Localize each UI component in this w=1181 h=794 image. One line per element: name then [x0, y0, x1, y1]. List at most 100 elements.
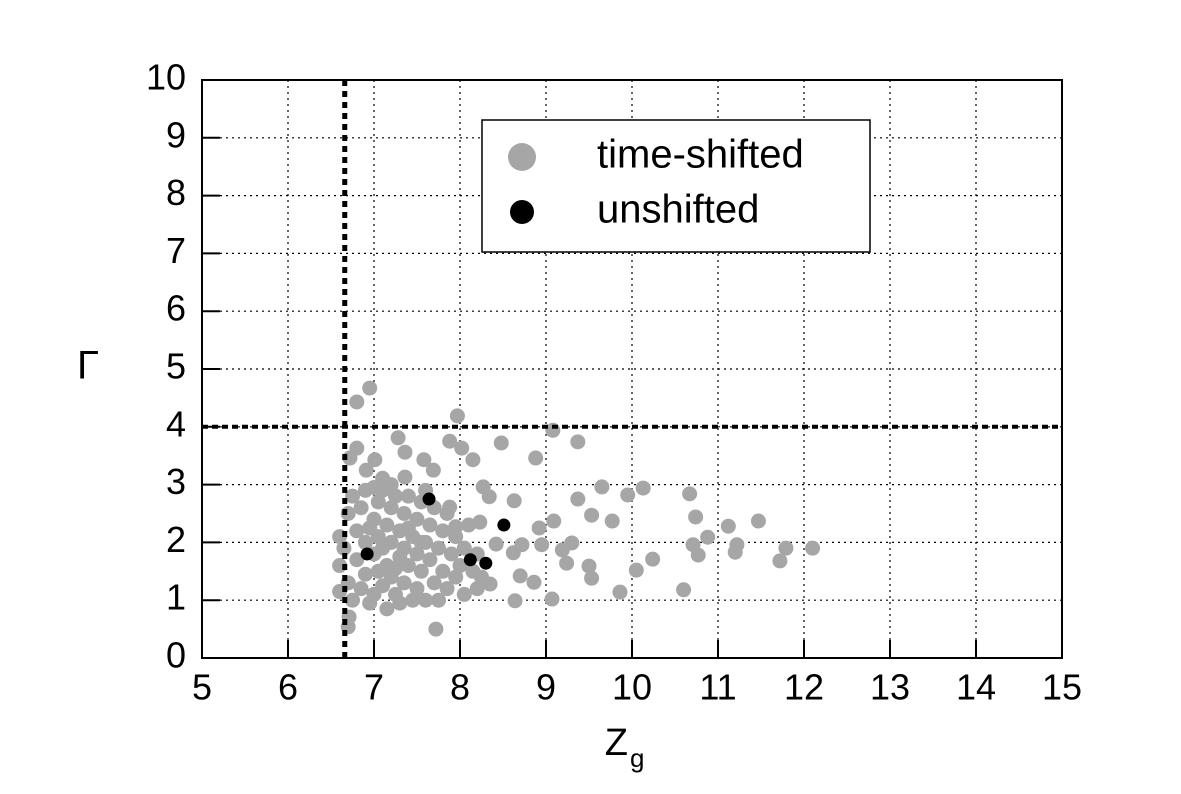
data-point — [349, 394, 365, 410]
x-tick-label: 12 — [784, 667, 824, 708]
data-point — [409, 546, 425, 562]
data-point — [362, 520, 378, 536]
data-point — [431, 540, 446, 556]
y-tick-label: 7 — [166, 230, 186, 271]
data-point — [349, 552, 365, 568]
data-point — [397, 444, 413, 460]
plot-frame — [201, 79, 1063, 659]
data-point — [581, 558, 597, 574]
data-point — [465, 452, 481, 468]
data-point — [353, 500, 369, 516]
data-point — [400, 558, 416, 574]
data-point — [400, 488, 416, 504]
data-point — [750, 513, 766, 529]
data-point — [422, 492, 436, 506]
data-point — [676, 582, 692, 598]
data-point — [720, 518, 736, 534]
data-point — [497, 518, 511, 532]
x-axis-label-subscript: g — [630, 743, 644, 773]
data-point — [645, 551, 661, 567]
legend-label: time-shifted — [597, 133, 804, 177]
data-point — [416, 452, 432, 468]
x-tick-label: 6 — [278, 667, 298, 708]
data-point — [469, 581, 485, 597]
data-point — [526, 574, 542, 590]
x-tick-label: 9 — [536, 667, 556, 708]
x-tick-label: 13 — [870, 667, 910, 708]
data-point — [345, 488, 360, 504]
x-tick-label: 10 — [612, 667, 652, 708]
data-point — [772, 553, 788, 569]
data-point — [426, 575, 442, 591]
data-point — [531, 520, 547, 536]
data-point — [396, 575, 412, 591]
x-tick-label: 14 — [956, 667, 996, 708]
data-point — [463, 553, 477, 567]
data-point — [362, 380, 378, 396]
data-point — [383, 500, 399, 516]
x-tick-label: 8 — [450, 667, 470, 708]
data-point — [388, 488, 403, 504]
data-point — [620, 487, 636, 503]
y-tick-label: 1 — [166, 577, 186, 618]
data-point — [397, 469, 413, 485]
data-point — [778, 540, 794, 556]
x-tick-label: 11 — [699, 667, 736, 708]
data-point — [488, 536, 504, 552]
data-point — [690, 547, 706, 563]
data-point — [449, 408, 465, 424]
data-point — [688, 509, 704, 525]
y-tick-label: 6 — [166, 288, 186, 329]
y-tick-label: 4 — [166, 403, 186, 444]
data-point — [456, 540, 472, 556]
legend-marker — [508, 143, 536, 171]
data-point — [512, 568, 528, 584]
data-point — [604, 513, 620, 529]
data-point — [435, 523, 451, 539]
y-tick-label: 5 — [166, 346, 186, 387]
data-point — [370, 494, 386, 510]
data-point — [481, 489, 497, 505]
y-axis-label: Γ — [77, 344, 99, 388]
data-point — [479, 556, 493, 570]
x-tick-label: 5 — [192, 667, 212, 708]
data-point — [413, 563, 429, 579]
data-point — [413, 534, 429, 550]
data-point — [456, 586, 472, 602]
data-point — [358, 462, 374, 478]
data-point — [418, 592, 434, 608]
data-point — [439, 506, 455, 521]
data-point — [439, 581, 455, 597]
data-point — [682, 486, 698, 502]
data-point — [379, 517, 395, 533]
data-point — [700, 529, 716, 545]
data-point — [336, 540, 352, 556]
data-point — [425, 462, 441, 478]
data-point — [357, 566, 373, 582]
y-tick-label: 8 — [166, 172, 186, 213]
y-tick-label: 0 — [166, 635, 186, 676]
data-point — [514, 537, 530, 553]
y-tick-label: 10 — [146, 57, 186, 98]
data-point — [396, 506, 412, 521]
data-point — [422, 552, 438, 568]
data-point — [594, 479, 610, 495]
data-point — [442, 433, 458, 449]
data-point — [570, 434, 586, 450]
data-point — [428, 621, 444, 637]
data-point — [635, 480, 651, 496]
x-tick-label: 15 — [1042, 667, 1082, 708]
legend-marker — [510, 200, 534, 224]
data-point — [544, 591, 560, 607]
data-point — [357, 534, 373, 550]
data-point — [431, 592, 446, 608]
data-point — [805, 540, 821, 556]
data-point — [360, 547, 374, 561]
data-point — [727, 544, 743, 560]
y-tick-label: 2 — [166, 519, 186, 560]
legend-label: unshifted — [597, 188, 759, 232]
data-point — [353, 581, 369, 597]
data-point — [628, 562, 644, 578]
y-tick-label: 3 — [166, 461, 186, 502]
